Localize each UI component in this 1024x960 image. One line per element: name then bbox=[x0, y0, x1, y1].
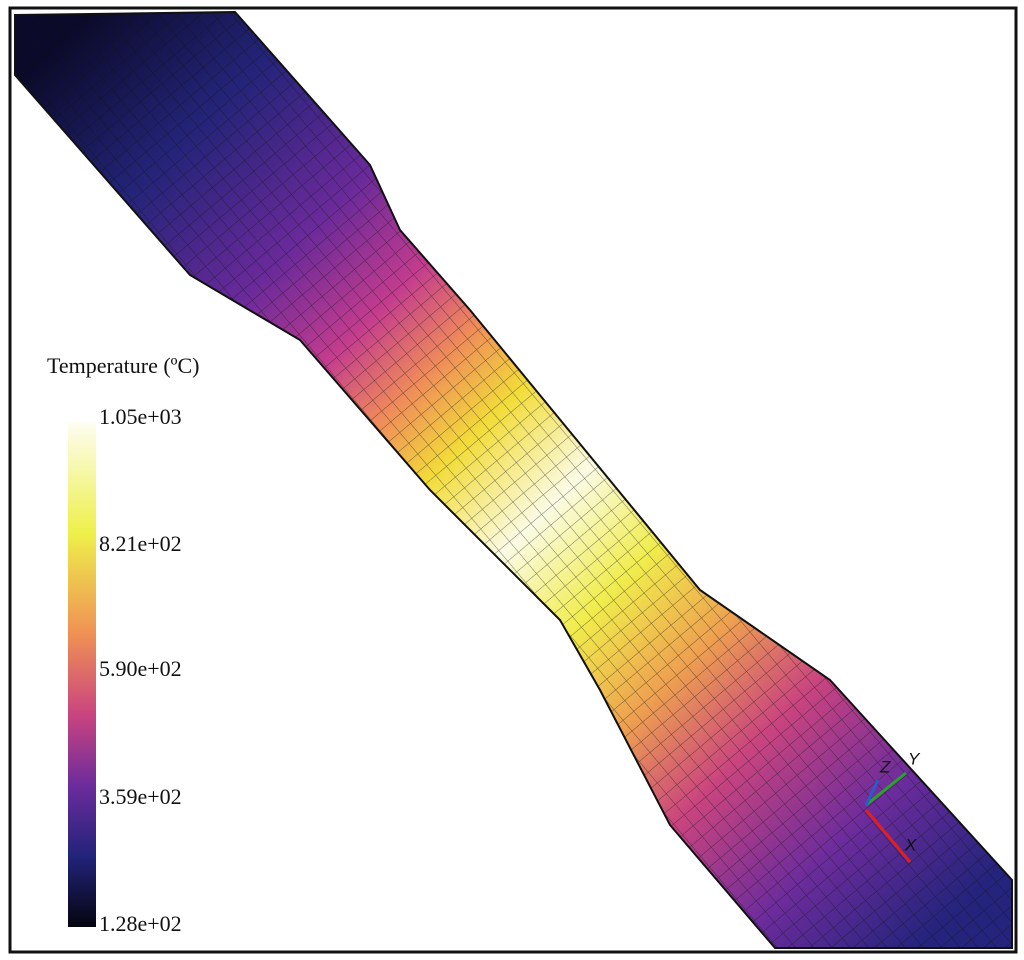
x-axis-arrow bbox=[864, 809, 912, 863]
axis-label: Y bbox=[908, 749, 921, 768]
colorbar-tick: 1.28e+02 bbox=[99, 911, 182, 936]
axis-label: X bbox=[904, 835, 917, 854]
z-axis-arrow bbox=[864, 779, 880, 806]
colorbar-tick: 3.59e+02 bbox=[99, 784, 182, 809]
frame bbox=[8, 6, 1018, 954]
y-axis-arrow bbox=[865, 771, 907, 807]
colorbar-tick: 8.21e+02 bbox=[99, 531, 182, 556]
specimen bbox=[14, 10, 1013, 949]
colorbar-tick: 5.90e+02 bbox=[99, 656, 182, 681]
colorbar-title: Temperature (ºC) bbox=[47, 353, 200, 378]
axis-label: Z bbox=[879, 757, 891, 776]
colorbar bbox=[68, 422, 96, 927]
axis-triad: Y Z X bbox=[864, 749, 921, 863]
colorbar-tick: 1.05e+03 bbox=[99, 404, 182, 429]
